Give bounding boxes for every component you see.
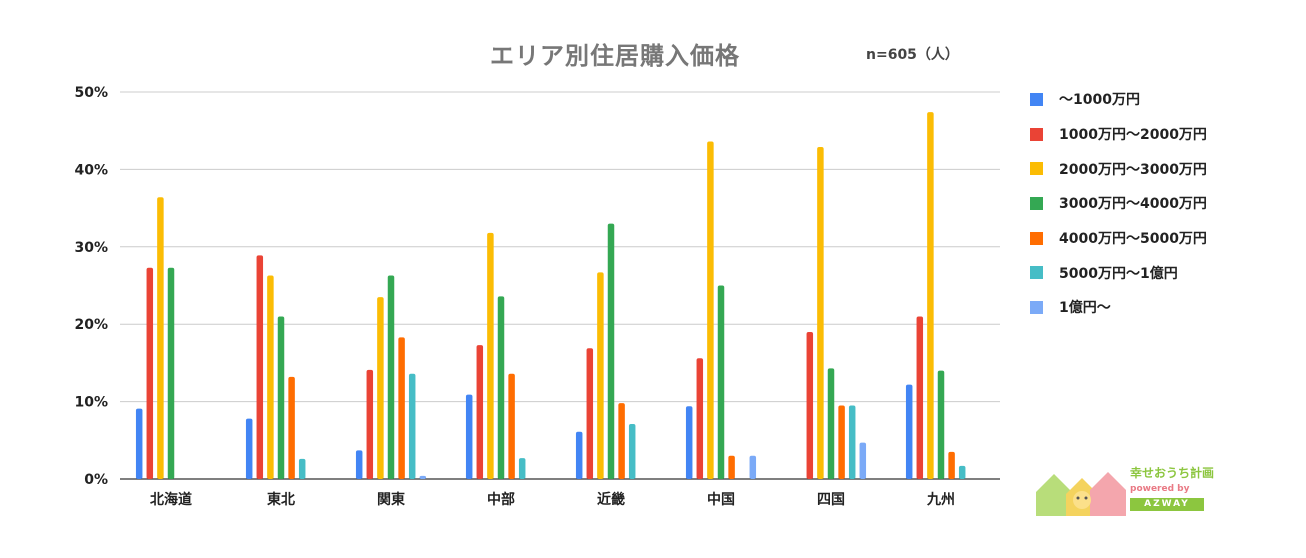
legend-label: 3000万円～4000万円 (1059, 196, 1207, 213)
y-axis-labels: 0% 10% 20% 30% 40% 50% (74, 85, 108, 488)
y-tick-label: 30% (74, 240, 108, 256)
bar-関東-2000万円～3000万円 (377, 297, 384, 479)
legend-item: 3000万円～4000万円 (1030, 186, 1207, 221)
bar-四国-4000万円～5000万円 (838, 405, 845, 479)
sample-size-note: n=605（人） (866, 47, 959, 63)
bar-関東-3000万円～4000万円 (387, 275, 395, 479)
legend-label: ～1000万円 (1059, 92, 1140, 109)
bar-北海道-3000万円～4000万円 (167, 267, 175, 479)
legend-label: 4000万円～5000万円 (1059, 231, 1207, 248)
bar-九州-2000万円～3000万円 (927, 112, 934, 480)
legend-item: 1億円～ (1030, 290, 1207, 325)
bar-関東-1億円～ (419, 475, 427, 479)
x-tick-label: 九州 (926, 492, 955, 508)
bar-九州-3000万円～4000万円 (937, 370, 945, 479)
legend-swatch (1030, 231, 1043, 245)
bar-関東-1000万円～2000万円 (366, 369, 374, 479)
legend-item: 5000万円～1億円 (1030, 255, 1207, 290)
bar-東北-5000万円～1億円 (298, 458, 306, 479)
bar-中国-1億円～ (749, 455, 757, 479)
bar-近畿-5000万円～1億円 (628, 424, 636, 479)
bar-近畿-4000万円～5000万円 (618, 403, 625, 479)
bar-東北-2000万円～3000万円 (267, 275, 274, 479)
x-tick-label: 北海道 (150, 491, 192, 508)
x-tick-label: 中国 (707, 491, 735, 508)
x-tick-label: 四国 (817, 492, 845, 508)
bar-中国-2000万円～3000万円 (707, 141, 714, 479)
bar-関東-5000万円～1億円 (408, 373, 416, 479)
bar-中国-1000万円～2000万円 (696, 358, 704, 479)
legend-item: 1000万円～2000万円 (1030, 117, 1207, 152)
x-tick-label: 近畿 (597, 491, 625, 508)
y-tick-label: 50% (74, 85, 108, 101)
legend-swatch (1030, 300, 1043, 314)
bar-近畿-2000万円～3000万円 (597, 272, 604, 479)
logo-company-tag: AZWAY (1130, 498, 1204, 511)
legend-item: 4000万円～5000万円 (1030, 221, 1207, 256)
bar-九州-4000万円～5000万円 (948, 451, 955, 479)
x-tick-label: 関東 (377, 491, 405, 508)
x-tick-label: 東北 (267, 491, 295, 508)
legend-swatch (1030, 162, 1043, 176)
bar-四国-2000万円～3000万円 (817, 146, 824, 480)
legend-swatch (1030, 196, 1043, 210)
bar-近畿-3000万円～4000万円 (607, 223, 615, 479)
legend: ～1000万円 1000万円～2000万円 2000万円～3000万円 3000万円～… (1030, 82, 1207, 325)
bar-関東-～1000万円 (355, 450, 363, 479)
bar-中部-4000万円～5000万円 (508, 373, 515, 479)
bar-四国-5000万円～1億円 (848, 405, 856, 479)
bar-東北-4000万円～5000万円 (288, 376, 295, 479)
bar-中部-3000万円～4000万円 (497, 296, 505, 479)
bar-関東-4000万円～5000万円 (398, 337, 405, 479)
bar-四国-3000万円～4000万円 (827, 368, 835, 479)
house-logo-icon (1036, 472, 1126, 516)
legend-swatch (1030, 127, 1043, 141)
bar-北海道-～1000万円 (135, 408, 143, 479)
chart-title: エリア別住居購入価格 (490, 42, 740, 70)
bar-中国-4000万円～5000万円 (728, 455, 735, 479)
legend-swatch (1030, 266, 1043, 280)
y-tick-label: 20% (74, 317, 108, 333)
bar-九州-1000万円～2000万円 (916, 316, 924, 479)
legend-label: 5000万円～1億円 (1059, 265, 1178, 282)
bar-四国-1000万円～2000万円 (806, 331, 814, 479)
logo-brand-text: 幸せおうち計画 (1130, 466, 1215, 480)
legend-label: 2000万円～3000万円 (1059, 161, 1207, 178)
legend-swatch (1030, 92, 1043, 106)
bar-近畿-～1000万円 (575, 431, 583, 479)
bar-中国-～1000万円 (685, 406, 693, 479)
bar-中国-3000万円～4000万円 (717, 285, 725, 479)
legend-label: 1億円～ (1059, 300, 1111, 317)
brand-logo: 幸せおうち計画 powered by AZWAY (1032, 464, 1232, 524)
bar-東北-～1000万円 (245, 418, 253, 479)
bar-中部-5000万円～1億円 (518, 458, 526, 479)
bars (135, 112, 966, 480)
x-tick-label: 中部 (487, 491, 515, 508)
bar-北海道-1000万円～2000万円 (146, 267, 154, 479)
bar-中部-2000万円～3000万円 (487, 232, 494, 479)
bar-東北-3000万円～4000万円 (277, 316, 285, 479)
bar-中部-～1000万円 (465, 394, 473, 479)
bar-四国-1億円～ (859, 442, 867, 479)
bar-九州-5000万円～1億円 (958, 465, 966, 479)
bar-東北-1000万円～2000万円 (256, 255, 264, 479)
bar-北海道-2000万円～3000万円 (157, 197, 164, 479)
y-tick-label: 10% (74, 395, 108, 411)
legend-label: 1000万円～2000万円 (1059, 127, 1207, 144)
bar-近畿-1000万円～2000万円 (586, 348, 594, 479)
bar-中部-1000万円～2000万円 (476, 345, 484, 479)
legend-item: 2000万円～3000万円 (1030, 151, 1207, 186)
y-tick-label: 40% (74, 162, 108, 178)
x-axis-labels: 北海道 東北 関東 中部 近畿 中国 四国 九州 (150, 491, 955, 508)
legend-item: ～1000万円 (1030, 82, 1207, 117)
bar-九州-～1000万円 (905, 384, 913, 479)
logo-powered-text: powered by (1130, 484, 1190, 494)
y-tick-label: 0% (84, 472, 108, 488)
